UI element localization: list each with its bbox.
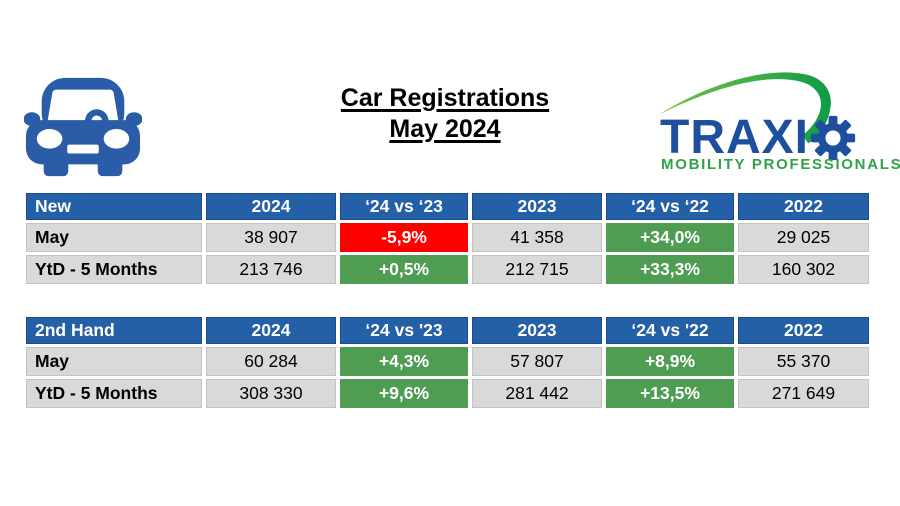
col-header-24vs23: ‘24 vs '23 (340, 317, 468, 344)
value-cell: 60 284 (206, 347, 336, 376)
logo-brand-row: TRAXI (660, 114, 856, 162)
table-row: YtD - 5 Months 308 330 +9,6% 281 442 +13… (26, 379, 869, 408)
table-new: New 2024 ‘24 vs ‘23 2023 ‘24 vs ‘22 2022… (22, 190, 873, 287)
col-header-24vs23: ‘24 vs ‘23 (340, 193, 468, 220)
table-2nd-hand-title: 2nd Hand (26, 317, 202, 344)
change-cell-positive: +9,6% (340, 379, 468, 408)
col-header-2023: 2023 (472, 317, 602, 344)
row-label: YtD - 5 Months (26, 379, 202, 408)
change-cell-positive: +0,5% (340, 255, 468, 284)
col-header-24vs22: ‘24 vs '22 (606, 317, 734, 344)
change-cell-positive: +4,3% (340, 347, 468, 376)
value-cell: 308 330 (206, 379, 336, 408)
col-header-24vs22: ‘24 vs ‘22 (606, 193, 734, 220)
value-cell: 212 715 (472, 255, 602, 284)
table-row: May 60 284 +4,3% 57 807 +8,9% 55 370 (26, 347, 869, 376)
traxio-logo: TRAXI MOBILITY PROFESSIONALS (652, 60, 900, 180)
col-header-2024: 2024 (206, 193, 336, 220)
row-label: YtD - 5 Months (26, 255, 202, 284)
logo-brand-text: TRAXI (660, 111, 809, 164)
value-cell: 281 442 (472, 379, 602, 408)
col-header-2022: 2022 (738, 317, 869, 344)
value-cell: 57 807 (472, 347, 602, 376)
value-cell: 41 358 (472, 223, 602, 252)
table-row: May 38 907 -5,9% 41 358 +34,0% 29 025 (26, 223, 869, 252)
page-title-line1: Car Registrations (340, 84, 550, 112)
value-cell: 55 370 (738, 347, 869, 376)
row-label: May (26, 347, 202, 376)
value-cell: 213 746 (206, 255, 336, 284)
value-cell: 38 907 (206, 223, 336, 252)
change-cell-positive: +13,5% (606, 379, 734, 408)
change-cell-negative: -5,9% (340, 223, 468, 252)
table-row: YtD - 5 Months 213 746 +0,5% 212 715 +33… (26, 255, 869, 284)
change-cell-positive: +34,0% (606, 223, 734, 252)
change-cell-positive: +33,3% (606, 255, 734, 284)
row-label: May (26, 223, 202, 252)
col-header-2023: 2023 (472, 193, 602, 220)
value-cell: 160 302 (738, 255, 869, 284)
logo-tagline: MOBILITY PROFESSIONALS (661, 156, 900, 173)
table-new-title: New (26, 193, 202, 220)
car-icon (24, 77, 142, 177)
gear-icon (810, 115, 856, 161)
value-cell: 271 649 (738, 379, 869, 408)
table-2nd-hand: 2nd Hand 2024 ‘24 vs '23 2023 ‘24 vs '22… (22, 314, 873, 411)
value-cell: 29 025 (738, 223, 869, 252)
page-title-line2: May 2024 (389, 115, 501, 143)
change-cell-positive: +8,9% (606, 347, 734, 376)
page-title: Car Registrations May 2024 (250, 83, 640, 145)
col-header-2022: 2022 (738, 193, 869, 220)
col-header-2024: 2024 (206, 317, 336, 344)
